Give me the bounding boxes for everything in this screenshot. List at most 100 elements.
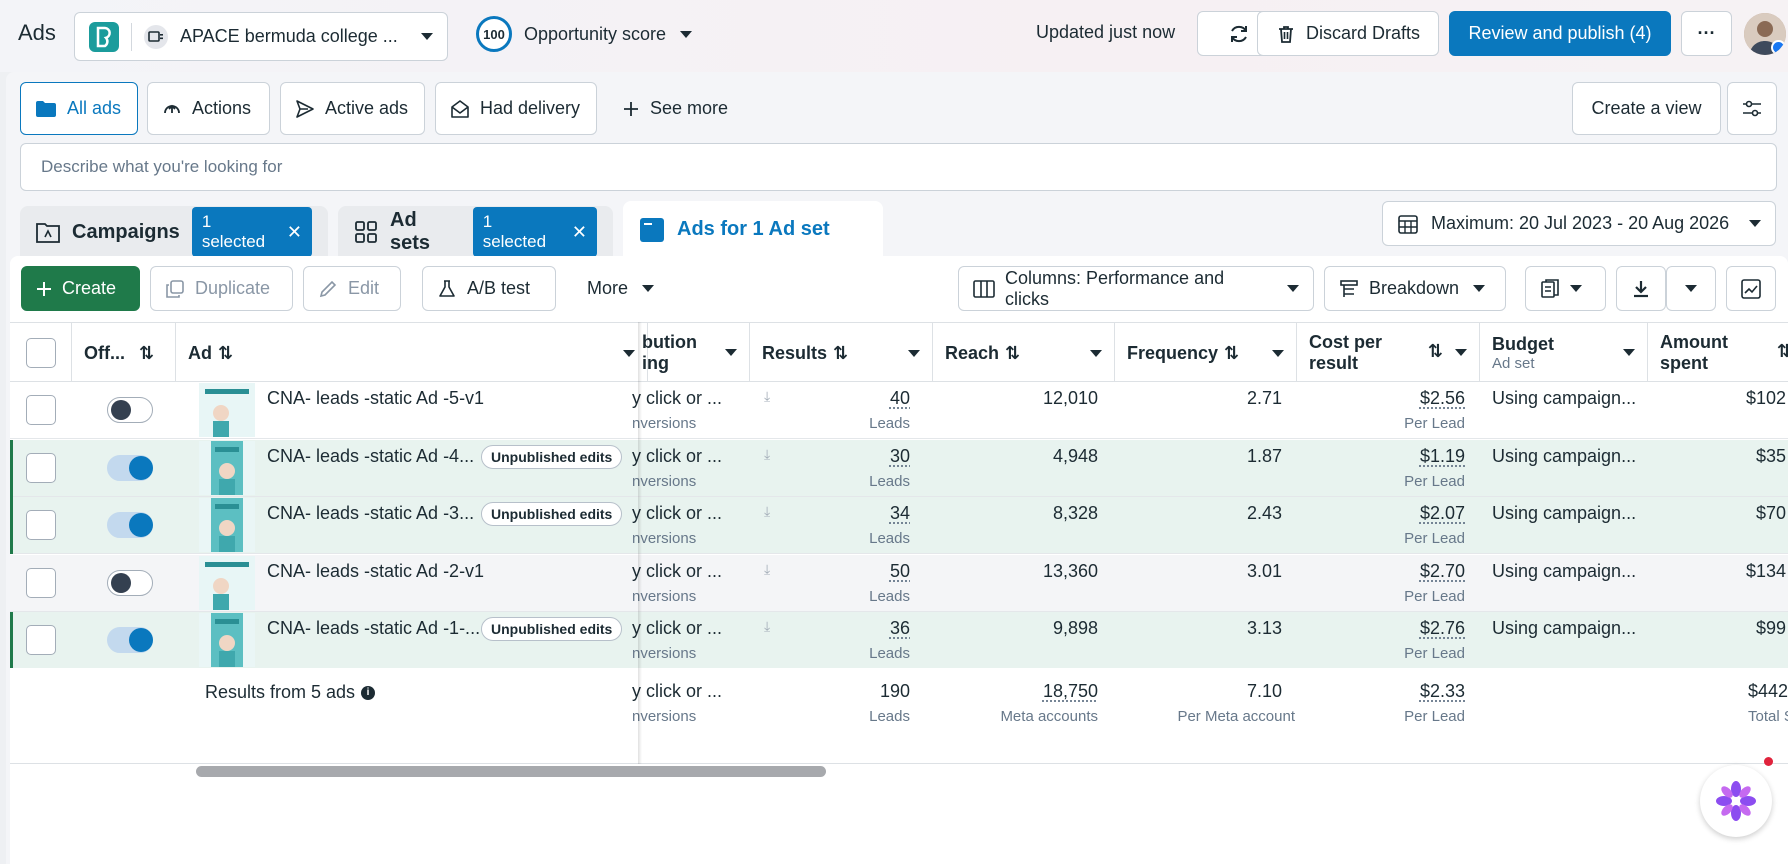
ad-status-toggle[interactable] (107, 570, 153, 596)
summary-cost[interactable]: $2.33 (1419, 681, 1465, 701)
sort-icon[interactable]: ⇅ (139, 342, 155, 363)
row-checkbox[interactable] (26, 625, 56, 655)
search-input[interactable]: Describe what you're looking for (20, 143, 1777, 191)
chevron-down-icon[interactable] (725, 349, 737, 356)
table-row[interactable]: CNA- leads -static Ad -4... Unpublished … (10, 440, 1788, 497)
sort-icon[interactable]: ⇅ (1776, 341, 1788, 361)
create-button[interactable]: Create (21, 266, 140, 311)
reports-button[interactable] (1525, 266, 1606, 311)
column-offon[interactable]: Off... ⇅ (72, 323, 176, 383)
column-cost-per-result[interactable]: Cost per result ⇅ (1297, 323, 1480, 383)
sort-icon[interactable]: ⇅ (833, 342, 849, 363)
filter-active-ads[interactable]: Active ads (280, 82, 425, 135)
results-value[interactable]: 36 (889, 618, 910, 638)
ad-status-toggle[interactable] (107, 455, 153, 481)
ad-thumbnail[interactable] (199, 383, 255, 437)
ai-assistant-button[interactable] (1700, 765, 1772, 837)
cost-per-result-value[interactable]: $1.19 (1419, 446, 1465, 466)
column-amount-spent[interactable]: Amount spent ⇅ (1648, 323, 1788, 383)
horizontal-scrollbar[interactable] (196, 766, 826, 777)
ad-name[interactable]: CNA- leads -static Ad -1-... (267, 618, 481, 638)
sort-icon[interactable]: ⇅ (1005, 342, 1021, 363)
select-all-checkbox[interactable] (25, 338, 56, 368)
column-frequency[interactable]: Frequency ⇅ (1115, 323, 1297, 383)
row-checkbox[interactable] (26, 453, 56, 483)
column-ad[interactable]: Ad ⇅ (176, 323, 648, 383)
more-options-button[interactable]: ··· (1681, 11, 1732, 56)
discard-drafts-button[interactable]: Discard Drafts (1257, 11, 1439, 56)
table-row[interactable]: CNA- leads -static Ad -5-v1 y click or .… (10, 382, 1788, 439)
download-icon[interactable]: ⤓ (764, 503, 771, 519)
sort-icon[interactable]: ⇅ (218, 342, 234, 363)
create-view-button[interactable]: Create a view (1572, 82, 1721, 135)
chevron-down-icon[interactable] (623, 349, 635, 357)
results-value[interactable]: 50 (889, 561, 910, 581)
table-row[interactable]: CNA- leads -static Ad -2-v1 y click or .… (10, 555, 1788, 612)
ad-thumbnail[interactable] (199, 441, 255, 495)
charts-button[interactable] (1726, 266, 1776, 311)
duplicate-button[interactable]: Duplicate (150, 266, 293, 311)
column-results[interactable]: Results ⇅ (750, 323, 933, 383)
date-range-picker[interactable]: Maximum: 20 Jul 2023 - 20 Aug 2026 (1382, 201, 1776, 246)
chevron-down-icon[interactable] (1090, 349, 1102, 357)
filter-had-delivery[interactable]: Had delivery (435, 82, 597, 135)
download-icon[interactable]: ⤓ (764, 618, 771, 634)
results-value[interactable]: 34 (889, 503, 910, 523)
ad-name[interactable]: CNA- leads -static Ad -2-v1 (267, 561, 485, 581)
breakdown-button[interactable]: Breakdown (1324, 266, 1506, 311)
download-icon[interactable]: ⤓ (764, 446, 771, 462)
columns-button[interactable]: Columns: Performance and clicks (958, 266, 1314, 311)
chevron-down-icon[interactable] (908, 349, 920, 357)
opportunity-score[interactable]: 100 Opportunity score (476, 16, 693, 52)
column-budget[interactable]: Budget Ad set (1480, 323, 1648, 383)
cost-per-result-value[interactable]: $2.70 (1419, 561, 1465, 581)
ad-name[interactable]: CNA- leads -static Ad -3... (267, 503, 475, 523)
close-icon[interactable]: ✕ (571, 221, 587, 242)
tab-campaigns[interactable]: Campaigns 1 selected ✕ (20, 206, 328, 258)
sort-icon[interactable]: ⇅ (1224, 342, 1240, 363)
summary-reach[interactable]: 18,750 (1042, 681, 1098, 701)
tab-ads[interactable]: Ads for 1 Ad set (623, 201, 883, 258)
column-attribution[interactable]: bution ing (642, 323, 750, 383)
adsets-selected-badge[interactable]: 1 selected ✕ (472, 207, 597, 257)
chevron-down-icon[interactable] (1623, 349, 1635, 356)
row-checkbox[interactable] (26, 510, 56, 540)
table-row[interactable]: CNA- leads -static Ad -1-... Unpublished… (10, 612, 1788, 669)
filter-all-ads[interactable]: All ads (20, 82, 138, 135)
table-row[interactable]: CNA- leads -static Ad -3... Unpublished … (10, 497, 1788, 554)
cost-per-result-value[interactable]: $2.07 (1419, 503, 1465, 523)
ad-status-toggle[interactable] (107, 627, 153, 653)
see-more-button[interactable]: See more (607, 82, 747, 135)
avatar[interactable] (1744, 13, 1786, 55)
column-reach[interactable]: Reach ⇅ (933, 323, 1115, 383)
row-checkbox[interactable] (26, 568, 56, 598)
account-selector[interactable]: APACE bermuda college ... (74, 12, 448, 61)
sort-icon[interactable]: ⇅ (1427, 341, 1443, 361)
filter-actions[interactable]: Actions (147, 82, 270, 135)
info-icon[interactable]: i (361, 685, 376, 700)
view-settings-button[interactable] (1727, 82, 1777, 135)
ad-thumbnail[interactable] (199, 556, 255, 610)
ad-thumbnail[interactable] (199, 613, 255, 667)
export-options-button[interactable] (1666, 266, 1716, 311)
results-value[interactable]: 40 (889, 388, 910, 408)
download-icon[interactable]: ⤓ (764, 388, 771, 404)
campaigns-selected-badge[interactable]: 1 selected ✕ (191, 207, 312, 257)
chevron-down-icon[interactable] (1272, 349, 1284, 357)
ad-status-toggle[interactable] (107, 397, 153, 423)
ad-status-toggle[interactable] (107, 512, 153, 538)
review-publish-button[interactable]: Review and publish (4) (1449, 11, 1671, 56)
ad-name[interactable]: CNA- leads -static Ad -4... (267, 446, 475, 466)
ad-thumbnail[interactable] (199, 498, 255, 552)
close-icon[interactable]: ✕ (286, 221, 302, 242)
edit-button[interactable]: Edit (303, 266, 401, 311)
export-button[interactable] (1616, 266, 1666, 311)
tab-ad-sets[interactable]: Ad sets 1 selected ✕ (338, 206, 613, 258)
download-icon[interactable]: ⤓ (764, 561, 771, 577)
chevron-down-icon[interactable] (1455, 349, 1467, 356)
cost-per-result-value[interactable]: $2.56 (1419, 388, 1465, 408)
results-value[interactable]: 30 (889, 446, 910, 466)
row-checkbox[interactable] (26, 395, 56, 425)
cost-per-result-value[interactable]: $2.76 (1419, 618, 1465, 638)
ad-name[interactable]: CNA- leads -static Ad -5-v1 (267, 388, 485, 408)
